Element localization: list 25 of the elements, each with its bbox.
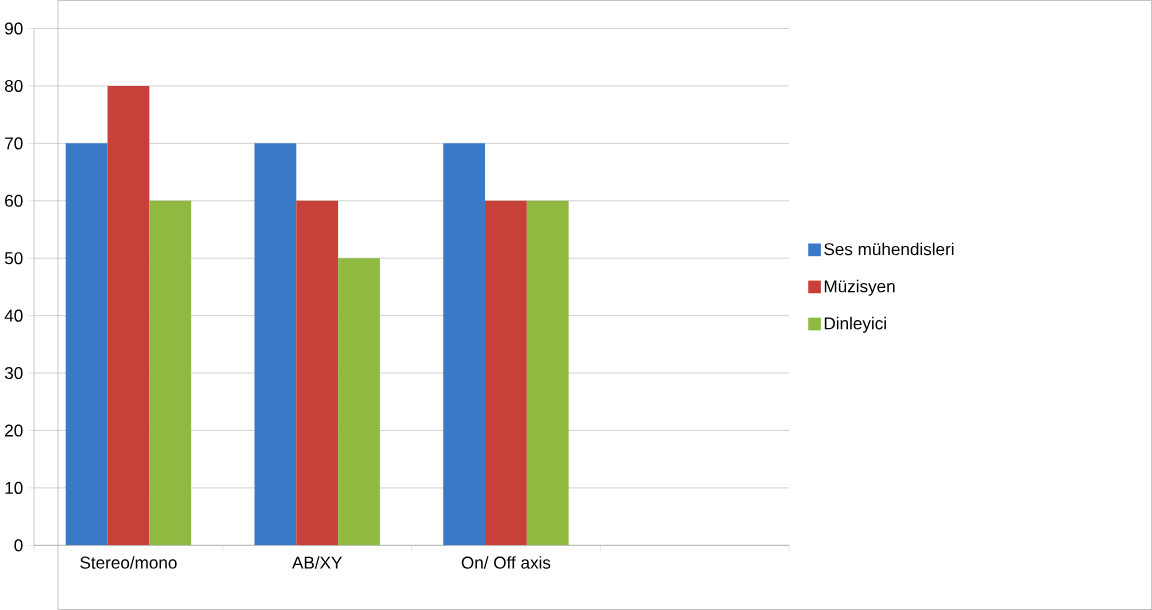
y-tick-label: 30 (4, 367, 23, 380)
bar (526, 200, 569, 546)
bar (107, 85, 150, 546)
y-tick-label: 70 (5, 137, 23, 150)
bar (485, 200, 527, 546)
legend-label: Ses mühendisleri (824, 242, 954, 256)
x-tick-label: Stereo/mono (80, 556, 177, 569)
y-tick-label: 10 (5, 481, 23, 494)
y-tick-label: 0 (14, 539, 23, 552)
y-tick-label: 50 (4, 252, 23, 265)
bar (254, 143, 297, 546)
legend-label: Dinleyici (824, 316, 886, 333)
legend-label: Müzisyen (824, 279, 895, 296)
x-tick-label: AB/XY (292, 556, 342, 569)
bar (296, 200, 339, 546)
bar (149, 200, 192, 546)
y-tick-label: 90 (5, 22, 23, 35)
y-tick-label: 20 (5, 424, 23, 437)
x-tick-label: On/ Off axis (461, 556, 551, 569)
bar (65, 143, 108, 546)
y-tick-label: 80 (4, 79, 23, 92)
bar (338, 258, 380, 546)
y-tick-label: 40 (4, 309, 23, 322)
y-tick-label: 60 (5, 194, 23, 207)
bar (443, 143, 486, 546)
